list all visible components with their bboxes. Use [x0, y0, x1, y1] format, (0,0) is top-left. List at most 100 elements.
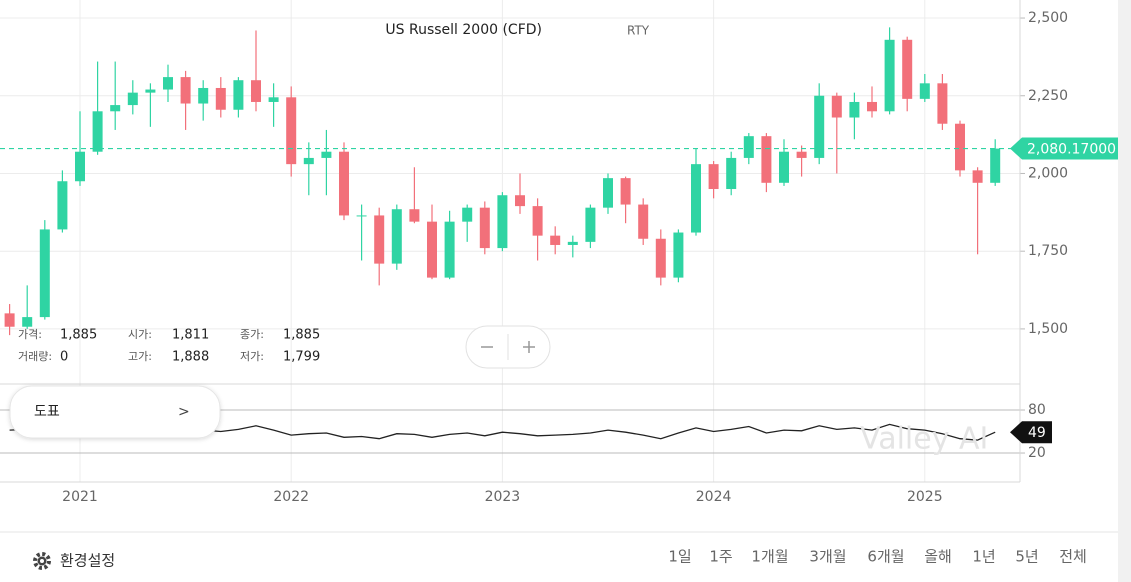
- last-price-tag: [1010, 137, 1118, 160]
- y-tick-label: 20: [1028, 445, 1046, 461]
- candle-body: [39, 229, 50, 318]
- info-value: 0: [60, 350, 68, 365]
- candle-body: [884, 39, 895, 112]
- candle-body: [251, 80, 261, 102]
- candle-body: [849, 101, 860, 118]
- popover-box[interactable]: [9, 385, 221, 439]
- info-label: 고가:: [128, 350, 152, 363]
- candle-body: [620, 178, 631, 205]
- ohlc-info: 가격: 1,885 시가: 1,811 종가: 1,885 거래량: 0 고가:…: [18, 328, 320, 365]
- candle-body: [796, 151, 807, 158]
- info-label: 거래량:: [18, 350, 52, 363]
- candle-body: [75, 151, 85, 182]
- range-button[interactable]: 3개월: [809, 548, 846, 566]
- candle-body: [902, 39, 913, 99]
- zoom-in[interactable]: [523, 341, 535, 353]
- candle-body: [374, 215, 385, 264]
- candle-body: [163, 77, 173, 90]
- info-label: 저가:: [240, 350, 264, 363]
- candle-body: [603, 178, 613, 208]
- candle-body: [215, 87, 226, 110]
- candle-body: [937, 83, 948, 124]
- settings-label[interactable]: 환경설정: [60, 552, 115, 570]
- candle-body: [550, 235, 561, 245]
- candle-body: [655, 238, 666, 278]
- candle-body: [444, 221, 455, 278]
- candle-body: [57, 181, 68, 230]
- candle-body: [303, 157, 314, 165]
- y-tick-label: 2,250: [1028, 88, 1068, 104]
- candle-body: [867, 101, 877, 112]
- candle-body: [972, 170, 983, 183]
- y-tick-label: 2,500: [1028, 10, 1068, 26]
- candle-body: [497, 195, 508, 249]
- range-button[interactable]: 전체: [1059, 548, 1087, 566]
- candle-body: [268, 97, 279, 102]
- watermark: Valley AI: [860, 422, 988, 457]
- candle-body: [427, 221, 437, 278]
- candle-body: [286, 97, 297, 165]
- candle-body: [779, 151, 789, 183]
- range-button[interactable]: 5년: [1015, 548, 1038, 566]
- y-tick-label: 1,750: [1028, 243, 1068, 259]
- chart-popover[interactable]: 도표 >: [9, 385, 221, 439]
- candle-body: [638, 204, 649, 239]
- range-button[interactable]: 1년: [972, 548, 995, 566]
- candle-body: [990, 148, 1001, 183]
- candle-body: [708, 164, 719, 190]
- x-tick-label: 2023: [485, 489, 521, 505]
- candle-body: [585, 207, 596, 242]
- popover-label[interactable]: 도표: [34, 404, 60, 420]
- zoom-control[interactable]: [465, 325, 551, 369]
- candle-body: [391, 209, 402, 264]
- popover-chevron[interactable]: >: [178, 404, 190, 420]
- info-label: 시가:: [128, 328, 152, 341]
- indicator-tag: [1010, 421, 1052, 444]
- indicator-value: 49: [1028, 425, 1046, 441]
- info-value: 1,885: [283, 328, 320, 343]
- gear-icon[interactable]: [33, 552, 51, 570]
- candle-body: [814, 95, 825, 158]
- candle-body: [110, 105, 121, 112]
- last-price-label: 2,080.17000: [1027, 142, 1116, 158]
- info-value: 1,811: [172, 328, 209, 343]
- candle-body: [145, 89, 156, 93]
- candle-body: [92, 111, 103, 152]
- x-tick-label: 2025: [907, 489, 943, 505]
- range-button[interactable]: 1개월: [751, 548, 788, 566]
- candle-body: [462, 207, 473, 222]
- chart-title: US Russell 2000 (CFD): [385, 22, 542, 38]
- range-button[interactable]: 1일: [668, 548, 691, 566]
- y-tick-label: 1,500: [1028, 321, 1068, 337]
- range-button[interactable]: 올해: [924, 548, 952, 566]
- candle-body: [356, 215, 367, 217]
- info-value: 1,799: [283, 350, 320, 365]
- candle-body: [919, 83, 930, 99]
- candle-body: [479, 207, 490, 249]
- y-tick-label: 80: [1028, 402, 1046, 418]
- candle-body: [127, 92, 138, 106]
- scrollbar: [1118, 0, 1131, 582]
- candle-body: [567, 241, 578, 245]
- gear-icon-hole: [40, 559, 44, 563]
- candle-body: [691, 164, 701, 233]
- candle-body: [22, 317, 33, 327]
- candle-body: [198, 87, 209, 104]
- y-tick-label: 2,000: [1028, 165, 1068, 181]
- range-button[interactable]: 1주: [709, 548, 732, 566]
- info-label: 종가:: [240, 328, 264, 341]
- candle-body: [339, 151, 349, 216]
- range-buttons: 1일 1주 1개월 3개월 6개월 올해 1년 5년 전체: [668, 548, 1086, 566]
- range-button[interactable]: 6개월: [867, 548, 904, 566]
- candle-body: [673, 232, 684, 278]
- chart-symbol: RTY: [627, 24, 650, 38]
- x-tick-label: 2022: [273, 489, 309, 505]
- x-tick-label: 2024: [696, 489, 732, 505]
- settings[interactable]: 환경설정: [33, 552, 115, 570]
- candle-body: [233, 80, 244, 110]
- candle-body: [955, 123, 965, 171]
- info-value: 1,885: [60, 328, 97, 343]
- candle-body: [761, 136, 772, 183]
